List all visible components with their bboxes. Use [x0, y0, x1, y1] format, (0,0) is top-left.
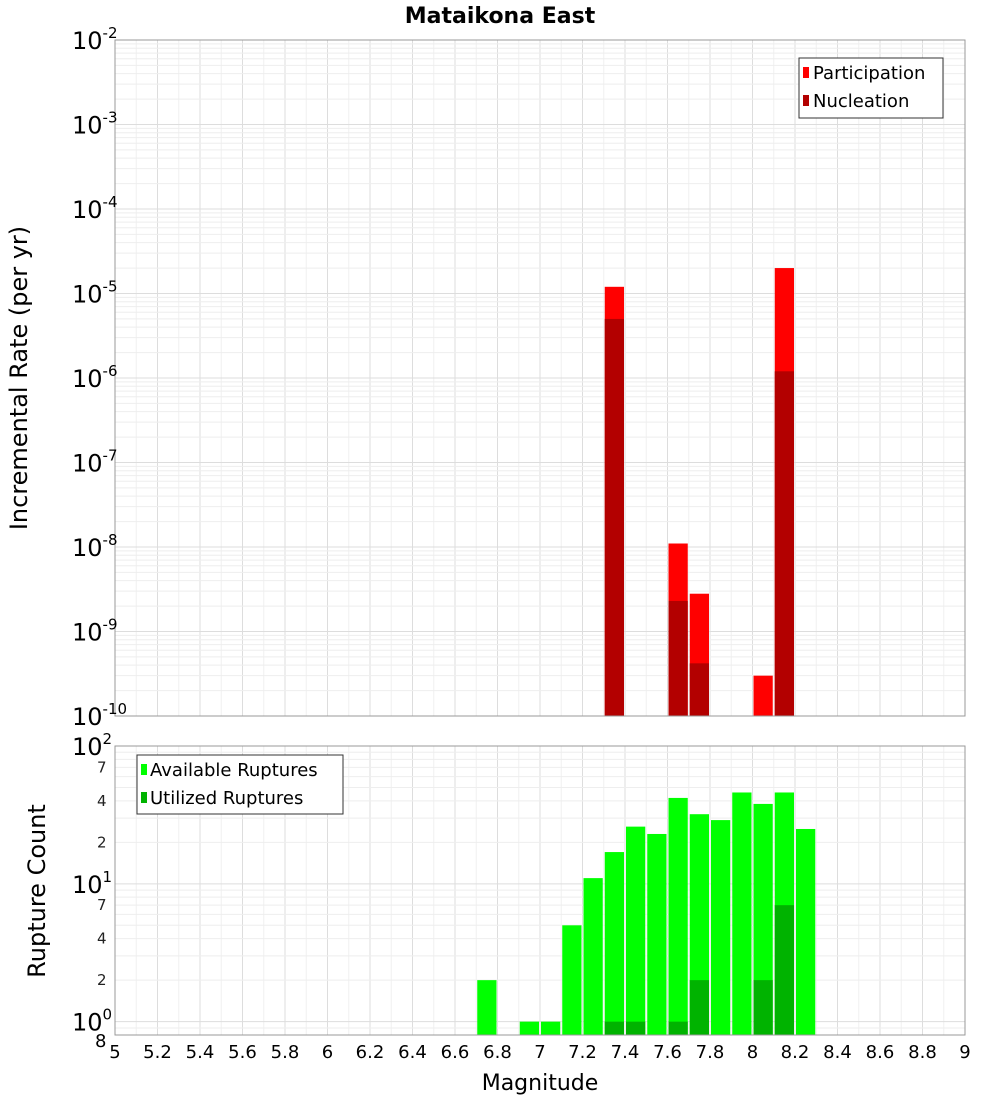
legend-label-nucleation: Nucleation: [813, 91, 909, 112]
bar-available-ruptures: [626, 826, 646, 1035]
bar-nucleation: [689, 663, 709, 716]
x-tick-label: 5: [109, 1042, 120, 1063]
x-tick-label: 7: [534, 1042, 545, 1063]
x-tick-label: 7.8: [696, 1042, 725, 1063]
y-tick-label: 10-5: [72, 278, 118, 309]
y-tick-label: 102: [72, 730, 112, 761]
y-minor-tick-label: 2: [97, 971, 107, 989]
y-tick-label: 10-3: [72, 109, 118, 140]
y-tick-label: 10-8: [72, 531, 118, 562]
bar-available-ruptures: [477, 980, 497, 1035]
x-tick-label: 8.4: [823, 1042, 852, 1063]
x-tick-label: 6.2: [356, 1042, 385, 1063]
legend-label-available: Available Ruptures: [150, 760, 318, 781]
x-tick-label: 5.4: [186, 1042, 215, 1063]
bar-available-ruptures: [562, 925, 582, 1035]
bar-utilized-ruptures: [689, 980, 709, 1035]
bar-nucleation: [604, 318, 624, 716]
y-minor-tick-label: 7: [97, 896, 107, 914]
y-tick-label-bottom: 8: [95, 1031, 106, 1052]
x-tick-label: 7.4: [611, 1042, 640, 1063]
x-tick-label: 5.8: [271, 1042, 300, 1063]
bar-available-ruptures: [711, 820, 731, 1035]
x-axis-label: Magnitude: [482, 1071, 599, 1096]
y-tick-label: 10-4: [72, 193, 118, 224]
legend-swatch-utilized: [141, 792, 147, 803]
x-tick-label: 8.6: [866, 1042, 895, 1063]
y-tick-label: 10-7: [72, 447, 118, 478]
bar-nucleation: [668, 600, 688, 716]
bar-nucleation: [774, 371, 794, 716]
x-axis-ticks: 5 5.2 5.4 5.6 5.8 6 6.2 6.4 6.6 6.8 7 7.2 7.4 7.6 7.8 8…: [109, 1042, 970, 1063]
y-tick-label: 101: [72, 868, 112, 899]
x-tick-label: 8.8: [908, 1042, 937, 1063]
x-tick-label: 5.6: [228, 1042, 257, 1063]
x-tick-label: 6.4: [398, 1042, 427, 1063]
x-tick-label: 8.2: [781, 1042, 810, 1063]
bar-utilized-ruptures: [604, 1021, 624, 1035]
bar-available-ruptures: [732, 792, 752, 1035]
x-tick-label: 6: [322, 1042, 333, 1063]
y-minor-tick-label: 7: [97, 758, 107, 776]
legend-swatch-participation: [803, 67, 809, 78]
top-legend-box: [798, 57, 944, 119]
bar-available-ruptures: [753, 803, 773, 1035]
bottom-y-axis-ticks: 100 101 102 8 2 4 7 2 4 7: [72, 730, 112, 1052]
bar-available-ruptures: [541, 1021, 561, 1035]
y-tick-label: 10-6: [72, 362, 118, 393]
x-tick-label: 6.8: [483, 1042, 512, 1063]
legend-swatch-available: [141, 764, 147, 775]
bar-available-ruptures: [519, 1021, 539, 1035]
bottom-legend-box: [136, 754, 344, 815]
x-tick-label: 7.6: [653, 1042, 682, 1063]
bar-available-ruptures: [796, 828, 816, 1035]
top-plot-bars: [604, 268, 794, 716]
bottom-legend: Available Ruptures Utilized Ruptures: [136, 754, 344, 815]
legend-swatch-nucleation: [803, 95, 809, 106]
x-tick-label: 8: [747, 1042, 758, 1063]
legend-label-utilized: Utilized Ruptures: [150, 788, 303, 809]
bar-available-ruptures: [668, 797, 688, 1035]
top-y-axis-label: Incremental Rate (per yr): [5, 226, 33, 530]
bottom-plot-bars: [477, 792, 816, 1035]
top-plot-grid: [114, 39, 966, 717]
y-tick-label: 10-10: [72, 700, 127, 731]
bottom-plot-frame: [114, 745, 966, 1036]
bar-participation: [753, 675, 773, 716]
bar-available-ruptures: [689, 814, 709, 1035]
x-tick-label: 9: [959, 1042, 970, 1063]
top-legend: Participation Nucleation: [798, 57, 944, 119]
bar-utilized-ruptures: [668, 1021, 688, 1035]
y-minor-tick-label: 4: [97, 792, 107, 810]
x-tick-label: 6.6: [441, 1042, 470, 1063]
y-tick-label: 100: [72, 1006, 112, 1037]
y-minor-tick-label: 4: [97, 930, 107, 948]
legend-label-participation: Participation: [813, 63, 925, 84]
y-tick-label: 10-2: [72, 24, 118, 55]
y-tick-label: 10-9: [72, 616, 118, 647]
bar-utilized-ruptures: [753, 980, 773, 1035]
x-tick-label: 5.2: [143, 1042, 172, 1063]
bar-available-ruptures: [604, 852, 624, 1035]
x-tick-label: 7.2: [568, 1042, 597, 1063]
top-plot-frame: [114, 39, 966, 717]
bar-utilized-ruptures: [774, 905, 794, 1035]
bar-utilized-ruptures: [626, 1021, 646, 1035]
y-minor-tick-label: 2: [97, 833, 107, 851]
bottom-y-axis-label: Rupture Count: [23, 804, 51, 978]
bar-available-ruptures: [583, 878, 603, 1035]
chart-title: Mataikona East: [405, 4, 596, 29]
bar-available-ruptures: [647, 833, 667, 1035]
top-y-axis-ticks: 10-10 10-9 10-8 10-7 10-6 10-5 10-4 10-3 10-2: [72, 24, 127, 731]
